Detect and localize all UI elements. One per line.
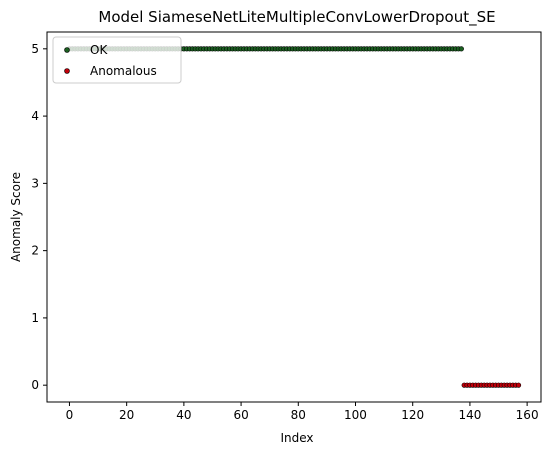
y-tick-label: 4: [31, 109, 39, 123]
x-axis-label: Index: [280, 431, 313, 445]
y-tick-label: 3: [31, 176, 39, 190]
y-tick-label: 2: [31, 244, 39, 258]
chart-title: Model SiameseNetLiteMultipleConvLowerDro…: [98, 8, 495, 27]
legend-marker: [64, 68, 70, 74]
x-tick-label: 140: [458, 408, 481, 422]
series-anomalous: [461, 382, 522, 388]
data-point: [515, 382, 522, 388]
x-tick-label: 120: [401, 408, 424, 422]
legend-marker: [64, 47, 70, 53]
legend-label: OK: [90, 43, 108, 57]
y-axis-label: Anomaly Score: [9, 172, 23, 262]
x-tick-label: 40: [176, 408, 191, 422]
x-tick-label: 80: [291, 408, 306, 422]
legend-label: Anomalous: [90, 64, 157, 78]
x-tick-label: 60: [233, 408, 248, 422]
plot-frame: [46, 31, 542, 403]
x-tick-label: 160: [516, 408, 539, 422]
x-axis: 0 20 40 60 80 100 120 140 160: [66, 402, 539, 422]
y-tick-label: 0: [31, 378, 39, 392]
legend: OK Anomalous: [52, 36, 182, 84]
x-tick-label: 100: [344, 408, 367, 422]
x-tick-label: 20: [119, 408, 134, 422]
data-point: [458, 46, 464, 52]
plot-area: [46, 31, 542, 403]
y-tick-label: 5: [31, 42, 39, 56]
x-tick-label: 0: [66, 408, 74, 422]
y-tick-label: 1: [31, 311, 39, 325]
legend-box: [52, 36, 182, 84]
y-axis: 0 1 2 3 4 5: [31, 42, 47, 392]
